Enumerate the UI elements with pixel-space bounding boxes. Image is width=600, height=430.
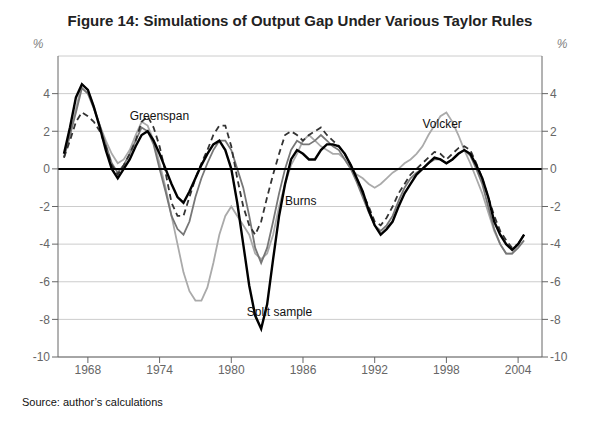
svg-text:1968: 1968 — [75, 363, 102, 377]
svg-text:-4: -4 — [550, 237, 561, 251]
svg-text:2004: 2004 — [505, 363, 532, 377]
svg-text:-10: -10 — [33, 350, 51, 364]
svg-text:-6: -6 — [39, 275, 50, 289]
svg-text:1998: 1998 — [433, 363, 460, 377]
svg-text:-8: -8 — [550, 313, 561, 327]
svg-text:Volcker: Volcker — [422, 117, 461, 131]
svg-text:%: % — [33, 37, 44, 51]
svg-text:Split sample: Split sample — [247, 305, 313, 319]
svg-text:%: % — [557, 37, 568, 51]
svg-text:0: 0 — [43, 162, 50, 176]
svg-text:-4: -4 — [39, 237, 50, 251]
html-text:Figure 14: Simulations of Outp: Figure 14: Simulations of Output Gap Und… — [67, 12, 533, 29]
svg-text:Burns: Burns — [285, 194, 316, 208]
svg-text:1986: 1986 — [290, 363, 317, 377]
svg-text:2: 2 — [550, 125, 557, 139]
svg-text:Greenspan: Greenspan — [130, 109, 189, 123]
svg-text:1974: 1974 — [146, 363, 173, 377]
svg-text:-2: -2 — [550, 200, 561, 214]
svg-text:-6: -6 — [550, 275, 561, 289]
svg-text:-8: -8 — [39, 313, 50, 327]
svg-text:-10: -10 — [550, 350, 568, 364]
svg-text:-2: -2 — [39, 200, 50, 214]
html-text:Source: author’s calculations: Source: author’s calculations — [22, 396, 163, 408]
svg-text:4: 4 — [43, 87, 50, 101]
svg-text:4: 4 — [550, 87, 557, 101]
svg-text:0: 0 — [550, 162, 557, 176]
svg-text:1980: 1980 — [218, 363, 245, 377]
svg-text:1992: 1992 — [361, 363, 388, 377]
svg-text:2: 2 — [43, 125, 50, 139]
